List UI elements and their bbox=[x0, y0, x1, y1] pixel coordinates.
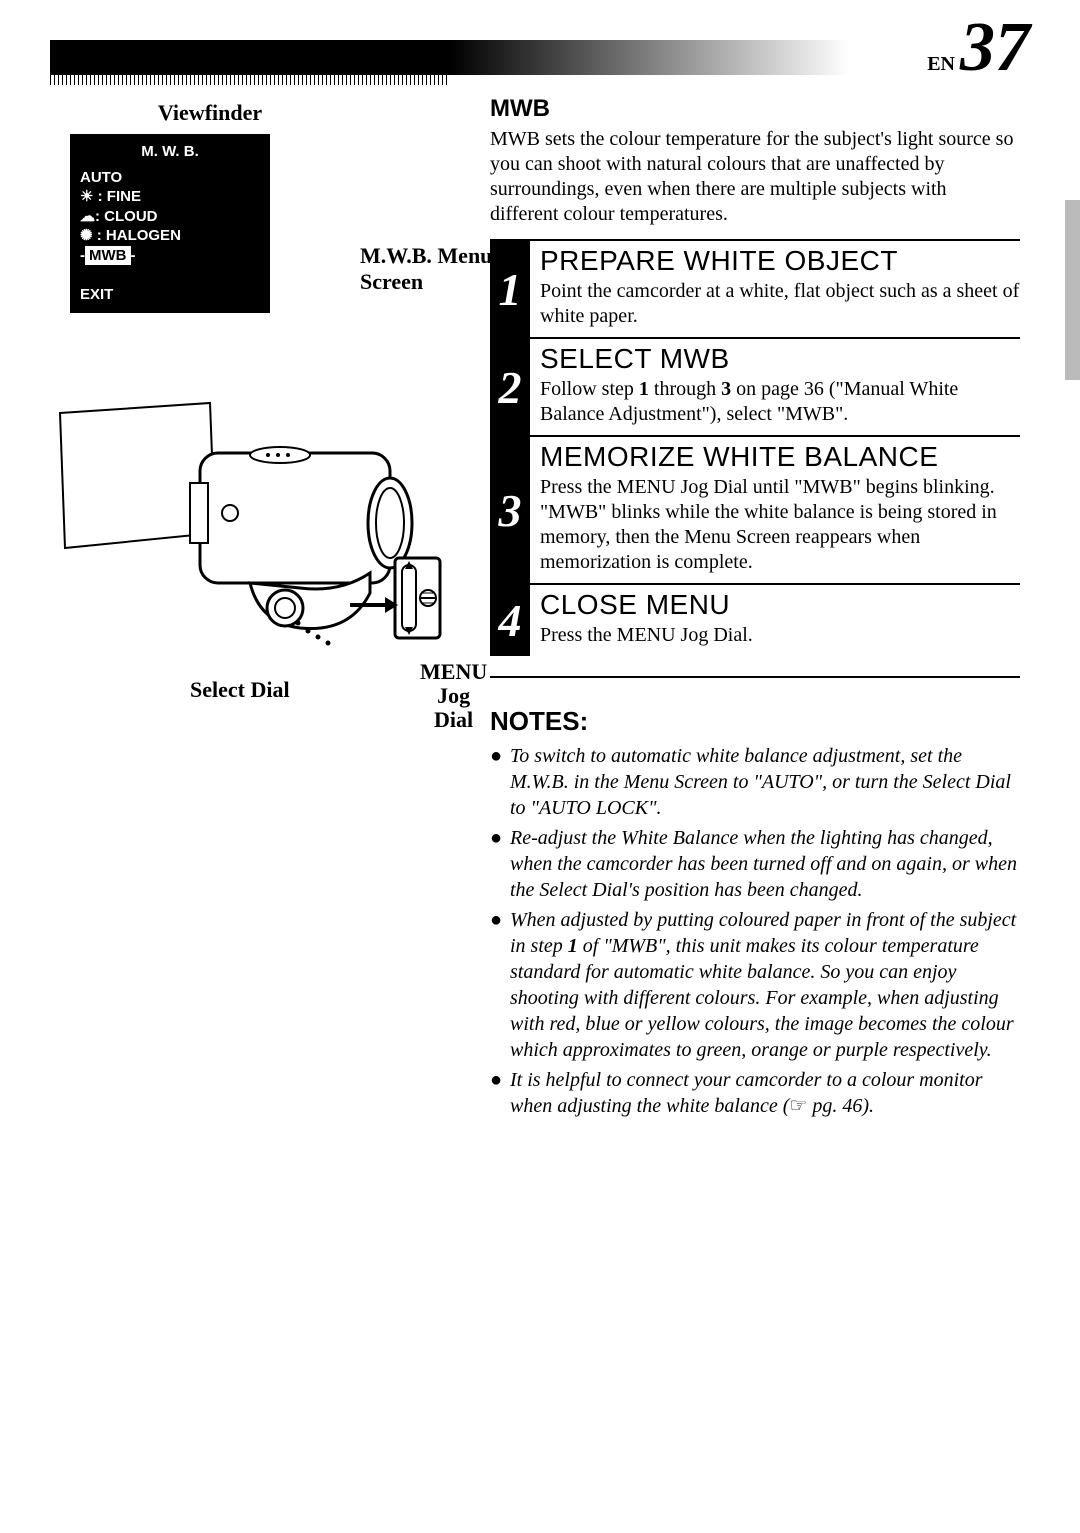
notes-heading: NOTES: bbox=[490, 706, 1020, 737]
side-tab bbox=[1065, 200, 1080, 380]
menu-title: M. W. B. bbox=[80, 142, 260, 162]
step-body: Press the MENU Jog Dial until "MWB" begi… bbox=[540, 475, 1020, 575]
step-body: Follow step 1 through 3 on page 36 ("Man… bbox=[540, 377, 1020, 427]
menu-caption: M.W.B. Menu Screen bbox=[360, 243, 510, 296]
step-title: CLOSE MENU bbox=[540, 589, 1020, 621]
header-ticks bbox=[50, 75, 450, 85]
step-2: 2 SELECT MWB Follow step 1 through 3 on … bbox=[490, 337, 1020, 437]
menu-item-highlighted: ‑MWB‑ bbox=[80, 246, 260, 266]
step-number: 2 bbox=[490, 339, 530, 435]
note-item: To switch to automatic white balance adj… bbox=[490, 743, 1020, 821]
step-3: 3 MEMORIZE WHITE BALANCE Press the MENU … bbox=[490, 435, 1020, 585]
step-number: 3 bbox=[490, 437, 530, 583]
menu-item: ☀ : FINE bbox=[80, 187, 260, 207]
step-title: SELECT MWB bbox=[540, 343, 1020, 375]
page-num-large: 37 bbox=[960, 9, 1030, 86]
notes-list: To switch to automatic white balance adj… bbox=[490, 743, 1020, 1119]
step-title: MEMORIZE WHITE BALANCE bbox=[540, 441, 1020, 473]
step-4: 4 CLOSE MENU Press the MENU Jog Dial. bbox=[490, 583, 1020, 678]
jog-dial-label: MENU Jog Dial bbox=[420, 660, 487, 733]
pointer-icon: ☞ bbox=[789, 1095, 807, 1117]
page-number: EN 37 bbox=[927, 20, 1030, 76]
viewfinder-label: Viewfinder bbox=[110, 100, 310, 126]
note-item: When adjusted by putting coloured paper … bbox=[490, 907, 1020, 1063]
menu-exit: EXIT bbox=[80, 285, 260, 305]
menu-screen-box: M. W. B. AUTO ☀ : FINE ☁: CLOUD ✺ : HALO… bbox=[70, 134, 270, 313]
mwb-intro: MWB sets the colour temperature for the … bbox=[490, 127, 1020, 227]
step-body: Point the camcorder at a white, flat obj… bbox=[540, 279, 1020, 329]
header-gradient-bar bbox=[50, 40, 850, 75]
camcorder-illustration: Select Dial MENU Jog Dial bbox=[50, 393, 450, 693]
page-lang: EN bbox=[927, 53, 955, 75]
note-item: It is helpful to connect your camcorder … bbox=[490, 1067, 1020, 1119]
menu-item: ✺ : HALOGEN bbox=[80, 226, 260, 246]
note-item: Re-adjust the White Balance when the lig… bbox=[490, 825, 1020, 903]
step-body: Press the MENU Jog Dial. bbox=[540, 623, 1020, 648]
step-1: 1 PREPARE WHITE OBJECT Point the camcord… bbox=[490, 239, 1020, 339]
step-title: PREPARE WHITE OBJECT bbox=[540, 245, 1020, 277]
menu-item: AUTO bbox=[80, 168, 260, 188]
menu-item: ☁: CLOUD bbox=[80, 207, 260, 227]
select-dial-label: Select Dial bbox=[190, 677, 290, 703]
step-number: 1 bbox=[490, 241, 530, 337]
step-number: 4 bbox=[490, 585, 530, 656]
mwb-heading: MWB bbox=[490, 95, 1020, 123]
